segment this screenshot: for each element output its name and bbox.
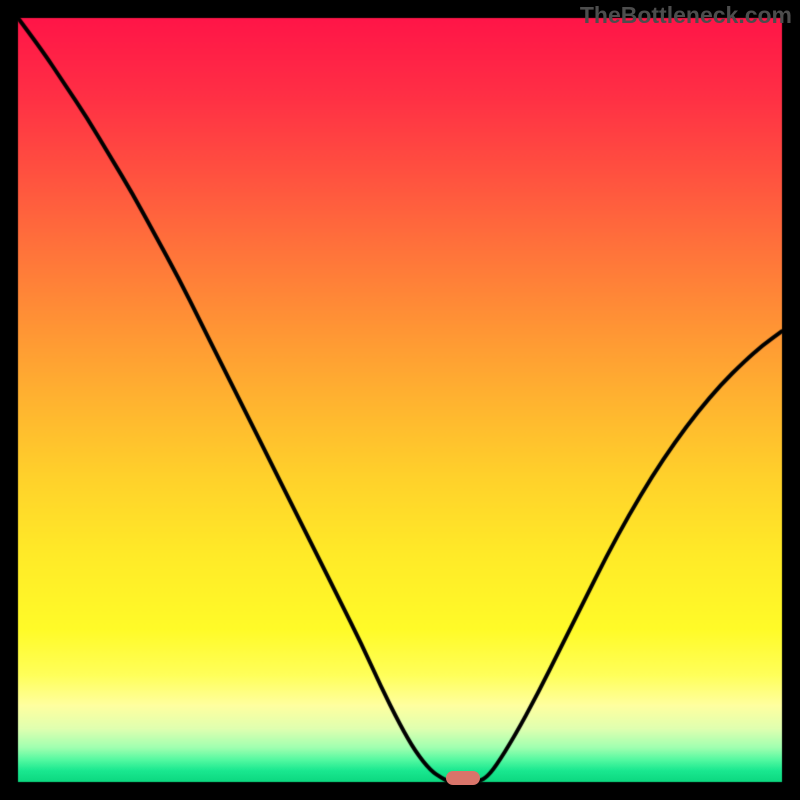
optimal-marker <box>446 771 480 785</box>
watermark-text: TheBottleneck.com <box>580 2 792 29</box>
bottleneck-curve <box>0 0 800 800</box>
bottleneck-chart: TheBottleneck.com <box>0 0 800 800</box>
